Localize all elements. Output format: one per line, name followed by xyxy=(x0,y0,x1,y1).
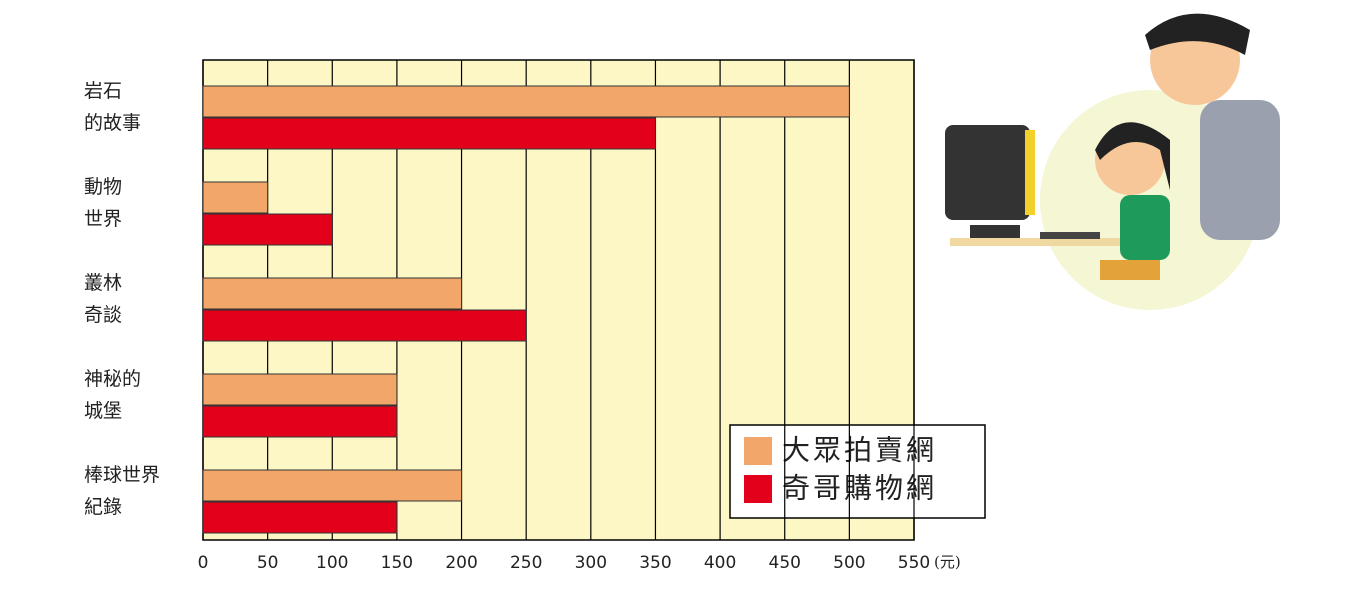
x-tick-label: 400 xyxy=(704,553,736,573)
legend-label: 奇哥購物網 xyxy=(782,472,937,505)
x-tick-label: 250 xyxy=(510,553,542,573)
x-tick-label: 200 xyxy=(445,553,477,573)
y-tick-label: 的故事 xyxy=(84,112,141,134)
bar xyxy=(202,117,656,150)
x-tick-label: 100 xyxy=(316,553,348,573)
x-tick-label: 50 xyxy=(257,553,279,573)
y-tick-label: 紀錄 xyxy=(84,496,122,518)
bar xyxy=(202,501,398,534)
x-tick-label: 300 xyxy=(575,553,607,573)
legend-label: 大眾拍賣網 xyxy=(782,434,937,467)
x-tick-label: 0 xyxy=(198,553,209,573)
y-tick-label: 世界 xyxy=(84,208,122,230)
legend-swatch xyxy=(744,437,772,465)
illustration xyxy=(945,13,1280,310)
bar xyxy=(202,405,398,438)
bar xyxy=(202,85,850,118)
y-tick-label: 奇談 xyxy=(84,304,122,326)
x-tick-label: 500 xyxy=(833,553,865,573)
y-tick-label: 岩石 xyxy=(84,80,122,102)
bar xyxy=(202,213,333,246)
bar xyxy=(202,469,463,502)
bar xyxy=(202,181,269,214)
y-tick-label: 棒球世界 xyxy=(84,464,160,486)
bar xyxy=(202,277,463,310)
bar xyxy=(202,373,398,406)
y-tick-label: 城堡 xyxy=(84,400,122,422)
y-tick-label: 叢林 xyxy=(84,272,122,294)
x-unit-label: (元) xyxy=(934,553,961,571)
y-tick-label: 神秘的 xyxy=(84,368,141,390)
legend-swatch xyxy=(744,475,772,503)
x-tick-label: 550 xyxy=(898,553,930,573)
legend-box xyxy=(729,424,986,519)
y-tick-label: 動物 xyxy=(84,176,122,198)
x-tick-label: 450 xyxy=(769,553,801,573)
x-tick-label: 350 xyxy=(639,553,671,573)
x-tick-label: 150 xyxy=(381,553,413,573)
bar xyxy=(202,309,527,342)
